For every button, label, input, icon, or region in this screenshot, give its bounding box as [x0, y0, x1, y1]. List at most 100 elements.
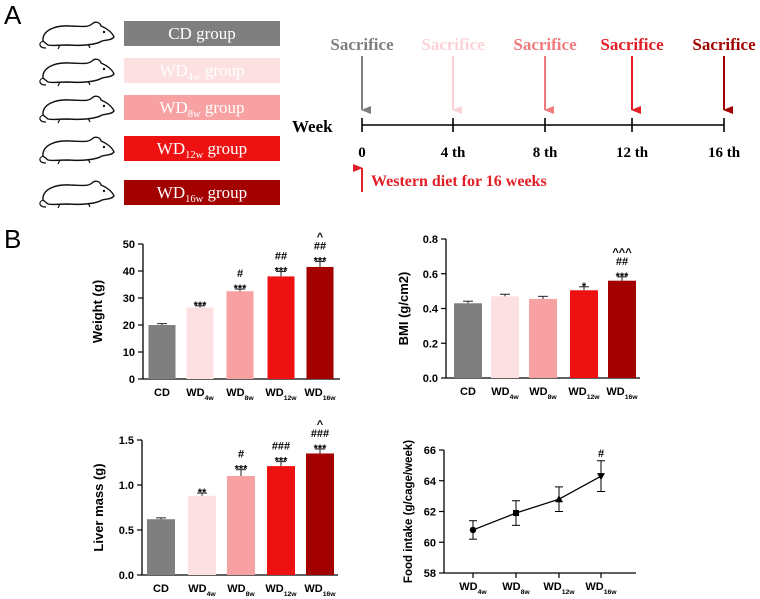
- x-tick-label: WD4w: [186, 387, 214, 402]
- x-tick-label: WD12w: [568, 386, 600, 401]
- significance-label: ##: [275, 251, 287, 263]
- sacrifice-label: Sacrifice: [513, 35, 577, 54]
- bar: [608, 280, 636, 378]
- significance-label: ##: [616, 256, 628, 268]
- y-tick-label: 0.2: [423, 338, 438, 350]
- timeline-tick-label: 4 th: [441, 145, 466, 161]
- bar: [491, 296, 519, 378]
- y-axis-label: Food intake (g/cage/week): [403, 440, 415, 583]
- x-tick-label: WD16w: [304, 387, 336, 402]
- mouse-icon: [39, 21, 115, 50]
- sacrifice-label: Sacrifice: [600, 35, 664, 54]
- x-tick-label: WD4w: [491, 386, 519, 401]
- diet-note: Western diet for 16 weeks: [371, 173, 547, 190]
- x-tick-label: WD8w: [502, 581, 530, 596]
- x-tick-label: WD12w: [265, 387, 297, 402]
- sacrifice-label: Sacrifice: [330, 35, 394, 54]
- group-legend: CD group WD4w group WD8w group WD12w group W…: [124, 21, 280, 205]
- panel-a-label: A: [4, 0, 22, 30]
- group-box: [124, 58, 280, 83]
- data-point: [469, 526, 477, 534]
- y-tick-label: 0.0: [423, 373, 438, 385]
- significance-label: #: [598, 448, 604, 460]
- sacrifice-label: Sacrifice: [692, 35, 756, 54]
- y-axis-label: Liver mass (g): [91, 463, 106, 551]
- charts: 0 10 20 30 40 50 Weight (g) CD WD4w WD8w WD12w WD16…: [90, 232, 640, 598]
- group-label: WD8w group: [159, 98, 244, 120]
- bar: [188, 495, 216, 575]
- y-axis-label: Weight (g): [90, 280, 105, 343]
- group-label: WD16w group: [157, 183, 247, 205]
- y-tick-label: 40: [123, 266, 135, 278]
- y-tick-label: 1.0: [119, 480, 134, 492]
- bar: [529, 298, 557, 378]
- bar: [226, 291, 254, 379]
- y-tick-label: 10: [123, 347, 135, 359]
- significance-label: ^^^: [612, 247, 632, 259]
- group-label: WD12w group: [157, 139, 247, 161]
- significance-label: *: [582, 281, 587, 293]
- chart-1: 0.0 0.2 0.4 0.6 0.8 BMI (g/cm2) CD WD4w WD8w WD12…: [396, 234, 640, 401]
- y-tick-label: 30: [123, 293, 135, 305]
- chart-3: 58 60 62 64 66 Food intake (g/cage/week) WD4w W…: [403, 440, 636, 596]
- x-tick-label: WD4w: [188, 583, 216, 598]
- significance-label: #: [237, 268, 243, 280]
- mouse-icons: [39, 21, 115, 209]
- group-box: [124, 136, 280, 161]
- data-point: [597, 473, 605, 481]
- timeline-axis-label: Week: [292, 117, 333, 136]
- x-tick-label: WD12w: [543, 581, 575, 596]
- significance-label: ^: [317, 419, 324, 431]
- y-tick-label: 0.0: [119, 570, 134, 582]
- x-tick-label: CD: [460, 386, 476, 398]
- group-box: [124, 95, 280, 120]
- significance-label: #: [238, 449, 244, 461]
- y-tick-label: 60: [424, 537, 436, 549]
- chart-2: 0.0 0.5 1.0 1.5 Liver mass (g) CD WD4w WD8w WD12…: [91, 419, 338, 598]
- chart-0: 0 10 20 30 40 50 Weight (g) CD WD4w WD8w WD12w WD16…: [90, 232, 340, 402]
- group-label: CD group: [168, 24, 236, 43]
- timeline-tick-label: 8 th: [533, 145, 558, 161]
- mouse-icon: [39, 95, 115, 124]
- bar: [267, 466, 295, 575]
- significance-label: **: [198, 487, 207, 499]
- data-point: [555, 495, 563, 503]
- x-tick-label: CD: [154, 387, 170, 399]
- timeline-tick-label: 12 th: [616, 145, 649, 161]
- y-tick-label: 58: [424, 568, 436, 580]
- bar: [267, 276, 295, 379]
- bar: [570, 290, 598, 378]
- mouse-icon: [39, 136, 115, 165]
- y-tick-label: 0.8: [423, 234, 438, 246]
- significance-label: ###: [272, 441, 290, 453]
- timeline-tick-label: 0: [358, 145, 366, 161]
- timeline-tick-label: 16 th: [708, 145, 741, 161]
- group-box: [124, 180, 280, 205]
- significance-label: ***: [194, 300, 208, 312]
- group-box: [124, 21, 280, 46]
- y-tick-label: 0.4: [423, 304, 439, 316]
- significance-label: ***: [235, 464, 249, 476]
- significance-label: ##: [314, 241, 326, 253]
- y-axis-label: BMI (g/cm2): [396, 272, 411, 346]
- bar: [306, 453, 334, 575]
- group-label: WD4w group: [159, 61, 244, 83]
- significance-label: ***: [234, 283, 248, 295]
- y-tick-label: 0.5: [119, 525, 134, 537]
- x-tick-label: WD16w: [304, 583, 336, 598]
- bar: [148, 325, 176, 379]
- sacrifice-label: Sacrifice: [421, 35, 485, 54]
- y-tick-label: 0: [129, 374, 135, 386]
- timeline: Week 0 4 th 8 th 12 th 16 th Sacrifice Sacrific…: [292, 35, 756, 192]
- bar: [227, 476, 255, 575]
- x-tick-label: WD16w: [585, 581, 617, 596]
- x-tick-label: WD8w: [529, 386, 557, 401]
- bar: [306, 266, 334, 379]
- y-tick-label: 20: [123, 320, 135, 332]
- data-point: [513, 510, 519, 517]
- x-tick-label: CD: [153, 583, 169, 595]
- significance-label: ***: [275, 266, 289, 278]
- significance-label: ***: [616, 271, 630, 283]
- bar: [186, 307, 214, 379]
